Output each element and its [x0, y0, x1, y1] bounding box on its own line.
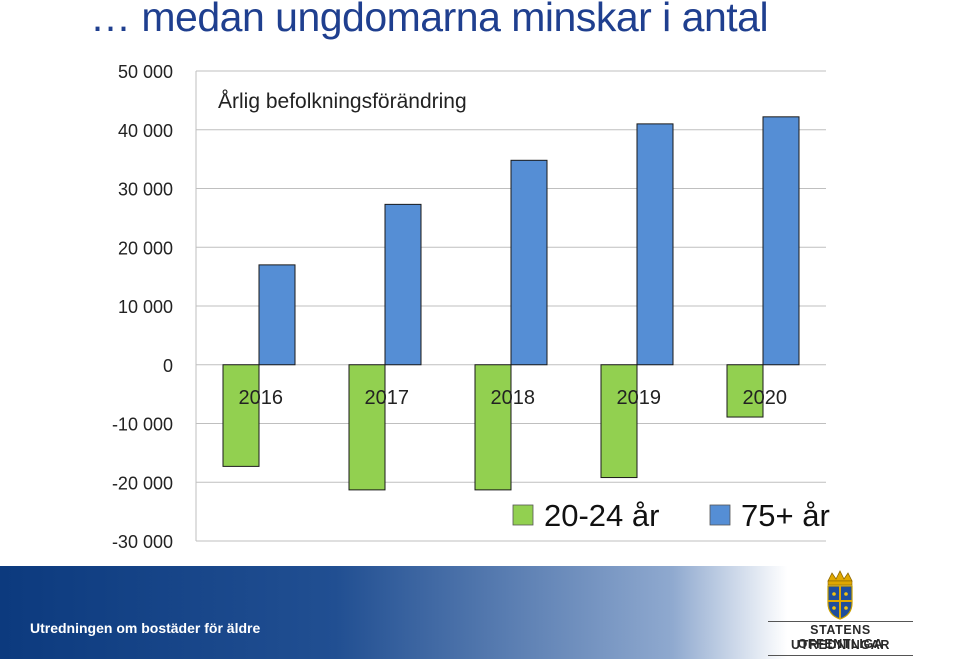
bar-20-24-r-2016 [222, 364, 260, 467]
bar-75-r-2017 [384, 203, 422, 366]
sou-logo: STATENS OFFENTLIGA UTREDNINGAR [768, 569, 913, 657]
bar-75-r-2016 [258, 264, 296, 366]
footer-text: Utredningen om bostäder för äldre [30, 620, 261, 636]
bar-20-24-r-2017 [348, 364, 386, 491]
bar-75-r-2020 [762, 116, 800, 366]
category-label: 2018 [491, 387, 536, 409]
legend-swatch [512, 504, 534, 526]
y-tick-label: 20 000 [118, 238, 173, 258]
y-tick-label: -30 000 [112, 532, 173, 552]
y-tick-label: 30 000 [118, 180, 173, 200]
category-label: 2020 [743, 387, 788, 409]
y-tick-label: 10 000 [118, 297, 173, 317]
footer-banner: Utredningen om bostäder för äldre STATEN… [0, 566, 960, 659]
category-label: 2019 [617, 387, 662, 409]
y-tick-label: -10 000 [112, 415, 173, 435]
logo-line2: UTREDNINGAR [791, 638, 890, 652]
logo-rule-bottom [768, 655, 913, 656]
category-label: 2016 [239, 387, 284, 409]
bar-20-24-r-2018 [474, 364, 512, 491]
legend-label: 75+ år [741, 498, 830, 533]
logo-rule-top [768, 621, 913, 622]
crown-shield-icon [827, 570, 853, 620]
bar-75-r-2019 [636, 123, 674, 366]
logo-line1: STATENS OFFENTLIGA [797, 623, 884, 651]
chart-title: Årlig befolkningsförändring [218, 90, 467, 113]
bar-20-24-r-2019 [600, 364, 638, 479]
bar-chart: 50 000 40 000 30 000 20 000 10 000 0 -10 000 -2… [112, 62, 830, 552]
bar-75-r-2018 [510, 159, 548, 366]
category-label: 2017 [365, 387, 410, 409]
y-tick-label: 0 [163, 356, 173, 376]
slide-title: … medan ungdomarna minskar i antal [90, 0, 769, 40]
legend-label: 20-24 år [544, 498, 659, 533]
y-tick-label: -20 000 [112, 473, 173, 493]
y-tick-label: 50 000 [118, 62, 173, 82]
bar-20-24-r-2020 [726, 364, 764, 418]
legend-swatch [709, 504, 731, 526]
y-tick-label: 40 000 [118, 121, 173, 141]
